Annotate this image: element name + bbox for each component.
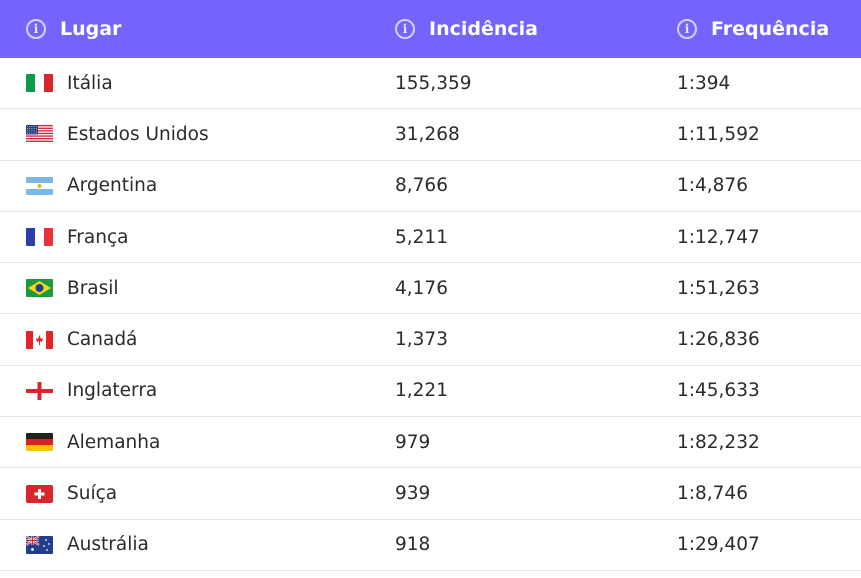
header-frequency[interactable]: i Frequência <box>677 0 829 58</box>
flag-england-icon <box>26 381 53 400</box>
flag-argentina-icon <box>26 176 53 195</box>
frequency-cell: 1:394 <box>677 72 731 94</box>
table-row: Inglaterra 1,221 1:45,633 <box>0 366 861 418</box>
info-icon[interactable]: i <box>395 19 415 39</box>
table-row: Itália 155,359 1:394 <box>0 58 861 110</box>
table-body: Itália 155,359 1:394 Estados Unidos 31,268 1:… <box>0 58 861 571</box>
country-name: Alemanha <box>67 431 161 453</box>
table-row: Brasil 4,176 1:51,263 <box>0 263 861 315</box>
incidence-cell: 5,211 <box>395 226 448 248</box>
table-row: Estados Unidos 31,268 1:11,592 <box>0 109 861 161</box>
header-place[interactable]: i Lugar <box>26 0 121 58</box>
table-row: Austrália 918 1:29,407 <box>0 520 861 571</box>
incidence-cell: 1,221 <box>395 380 448 402</box>
header-place-label: Lugar <box>60 18 122 40</box>
header-frequency-label: Frequência <box>711 18 830 40</box>
header-incidence[interactable]: i Incidência <box>395 0 538 58</box>
place-cell: Inglaterra <box>26 366 157 416</box>
table-header: i Lugar i Incidência i Frequência <box>0 0 861 58</box>
place-cell: Itália <box>26 58 113 108</box>
country-name: Estados Unidos <box>67 123 209 145</box>
country-name: Suíça <box>67 483 118 505</box>
info-icon[interactable]: i <box>26 19 46 39</box>
flag-switzerland-icon <box>26 484 53 503</box>
table-row: França 5,211 1:12,747 <box>0 212 861 264</box>
frequency-cell: 1:8,746 <box>677 483 748 505</box>
frequency-cell: 1:45,633 <box>677 380 760 402</box>
flag-italy-icon <box>26 74 53 93</box>
country-name: Brasil <box>67 277 119 299</box>
place-cell: Alemanha <box>26 417 160 467</box>
table-row: Suíça 939 1:8,746 <box>0 468 861 520</box>
place-cell: França <box>26 212 128 262</box>
table-row: Canadá 1,373 1:26,836 <box>0 314 861 366</box>
frequency-cell: 1:11,592 <box>677 123 760 145</box>
table-row: Alemanha 979 1:82,232 <box>0 417 861 469</box>
incidence-cell: 4,176 <box>395 277 448 299</box>
place-cell: Brasil <box>26 263 119 313</box>
incidence-cell: 155,359 <box>395 72 472 94</box>
incidence-cell: 939 <box>395 483 431 505</box>
place-cell: Canadá <box>26 314 137 364</box>
info-icon[interactable]: i <box>677 19 697 39</box>
country-name: Argentina <box>67 175 158 197</box>
country-name: França <box>67 226 129 248</box>
frequency-cell: 1:51,263 <box>677 277 760 299</box>
place-cell: Austrália <box>26 520 149 570</box>
frequency-cell: 1:4,876 <box>677 175 748 197</box>
frequency-cell: 1:12,747 <box>677 226 760 248</box>
incidence-cell: 31,268 <box>395 123 460 145</box>
incidence-cell: 8,766 <box>395 175 448 197</box>
flag-germany-icon <box>26 433 53 452</box>
frequency-cell: 1:29,407 <box>677 534 760 556</box>
flag-canada-icon <box>26 330 53 349</box>
flag-brazil-icon <box>26 279 53 298</box>
country-name: Inglaterra <box>67 380 158 402</box>
place-cell: Argentina <box>26 161 157 211</box>
incidence-cell: 979 <box>395 431 431 453</box>
incidence-cell: 918 <box>395 534 431 556</box>
country-name: Canadá <box>67 329 138 351</box>
country-name: Austrália <box>67 534 149 556</box>
country-name: Itália <box>67 72 113 94</box>
header-incidence-label: Incidência <box>429 18 538 40</box>
incidence-cell: 1,373 <box>395 329 448 351</box>
place-cell: Estados Unidos <box>26 109 209 159</box>
place-cell: Suíça <box>26 468 117 518</box>
flag-usa-icon <box>26 125 53 144</box>
table-row: Argentina 8,766 1:4,876 <box>0 161 861 212</box>
flag-france-icon <box>26 228 53 247</box>
flag-australia-icon <box>26 535 53 554</box>
frequency-cell: 1:82,232 <box>677 431 760 453</box>
frequency-cell: 1:26,836 <box>677 329 760 351</box>
